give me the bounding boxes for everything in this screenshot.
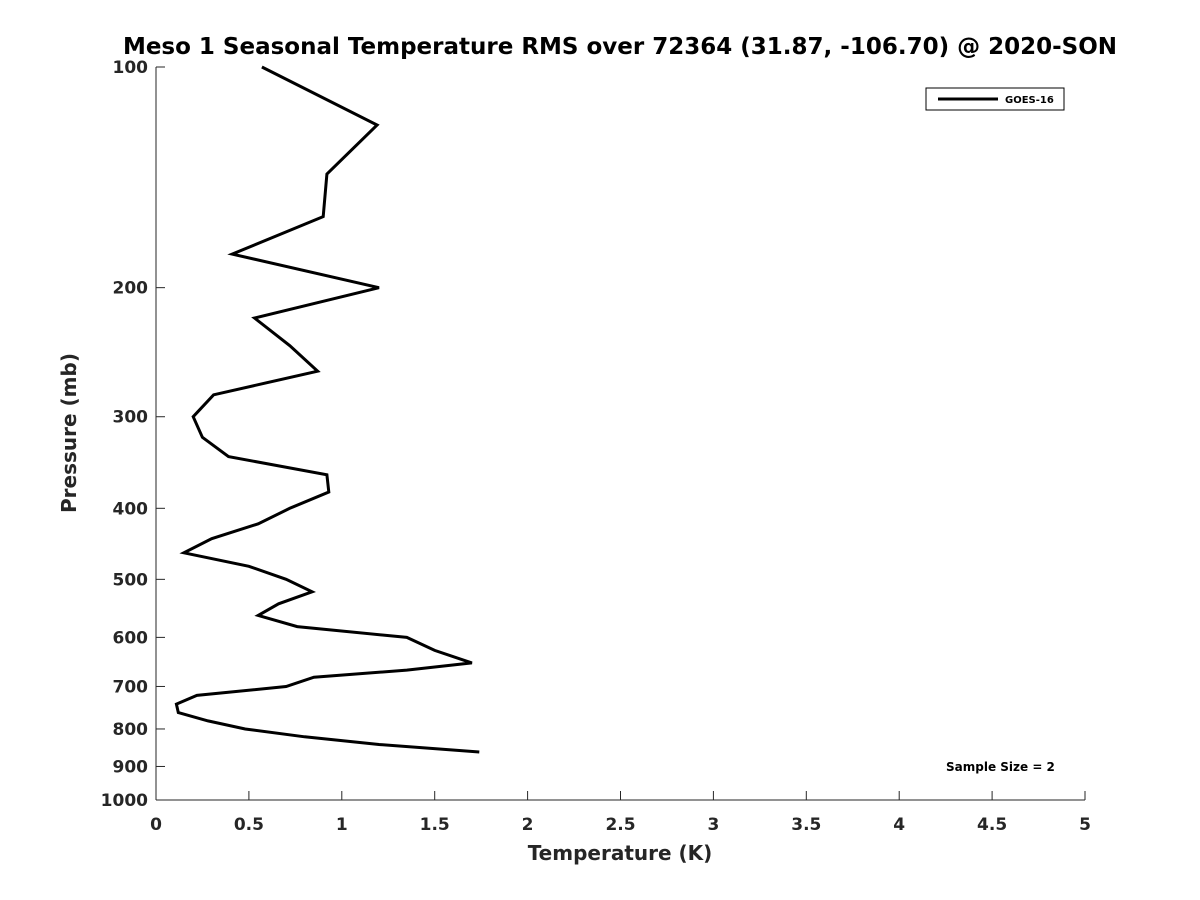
- x-tick-label: 4: [893, 815, 905, 835]
- y-axis-label: Pressure (mb): [57, 353, 81, 513]
- y-tick-label: 1000: [101, 791, 148, 811]
- x-tick-label: 3.5: [791, 815, 821, 835]
- x-tick-label: 0.5: [234, 815, 264, 835]
- y-tick-label: 100: [113, 58, 149, 78]
- sample-size-annotation: Sample Size = 2: [946, 760, 1055, 774]
- y-axis-ticks: 100 200 300 400 500 600 700 800 900 1000: [101, 58, 165, 811]
- y-tick-label: 300: [113, 408, 149, 428]
- x-tick-label: 4.5: [977, 815, 1007, 835]
- x-axis-label: Temperature (K): [528, 841, 713, 865]
- y-tick-label: 900: [113, 757, 149, 777]
- plot-area: 0 0.5 1 1.5 2 2.5 3 3.5 4 4.5 5 100 200 300 400 500 600…: [101, 58, 1091, 835]
- y-tick-label: 400: [113, 499, 149, 519]
- x-tick-label: 1.5: [420, 815, 450, 835]
- axes: [155, 67, 1085, 801]
- y-tick-label: 700: [113, 677, 149, 697]
- x-tick-label: 5: [1079, 815, 1091, 835]
- x-tick-label: 0: [150, 815, 162, 835]
- series-line-goes-16: [174, 65, 480, 754]
- x-tick-label: 2: [522, 815, 534, 835]
- y-tick-label: 800: [113, 720, 149, 740]
- x-tick-label: 3: [707, 815, 719, 835]
- y-tick-label: 200: [113, 279, 149, 299]
- x-tick-label: 1: [336, 815, 348, 835]
- y-tick-label: 500: [113, 570, 149, 590]
- y-tick-label: 600: [113, 628, 149, 648]
- x-axis-ticks: 0 0.5 1 1.5 2 2.5 3 3.5 4 4.5 5: [150, 791, 1091, 835]
- legend-label-goes-16: GOES-16: [1005, 95, 1054, 106]
- x-tick-label: 2.5: [605, 815, 635, 835]
- legend: GOES-16: [925, 87, 1065, 111]
- chart-title: Meso 1 Seasonal Temperature RMS over 723…: [123, 34, 1117, 60]
